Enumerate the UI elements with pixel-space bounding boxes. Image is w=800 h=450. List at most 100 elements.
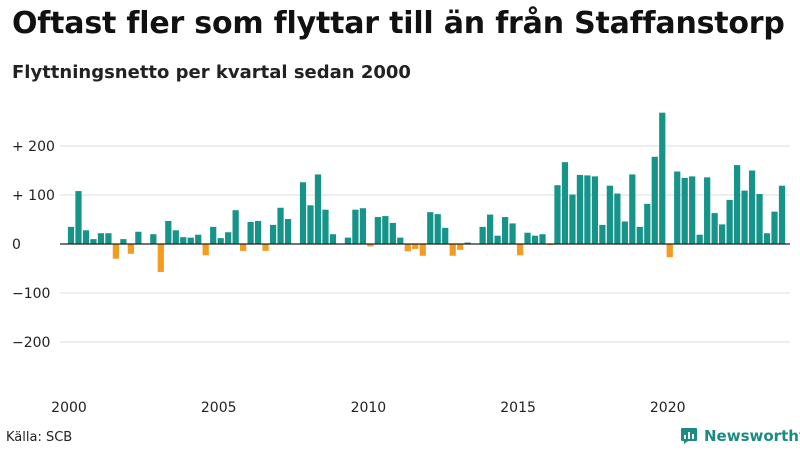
bar	[284, 219, 292, 244]
chart-subtitle: Flyttningsnetto per kvartal sedan 2000	[12, 62, 411, 83]
bar	[419, 244, 426, 256]
bar	[651, 156, 658, 244]
bar	[636, 226, 643, 244]
bar	[629, 174, 636, 244]
bar	[696, 234, 703, 244]
newsworthy-chart-icon	[681, 428, 697, 444]
bars	[60, 112, 790, 272]
bar	[516, 244, 524, 256]
bar	[262, 244, 269, 251]
bar	[240, 244, 247, 251]
bar	[501, 217, 509, 244]
bar	[711, 213, 718, 244]
bar	[442, 227, 449, 244]
bar	[487, 214, 494, 244]
bar	[187, 237, 194, 244]
bar	[726, 199, 733, 244]
bar	[165, 220, 172, 244]
y-tick-label: + 200	[12, 139, 55, 155]
bar	[127, 244, 134, 254]
bar	[494, 235, 501, 244]
bar	[509, 223, 516, 244]
bar	[180, 237, 187, 244]
bar	[606, 185, 613, 244]
bar	[105, 233, 112, 244]
bar	[763, 233, 771, 244]
gridlines	[60, 145, 790, 343]
bar	[614, 193, 621, 244]
bar	[539, 234, 546, 244]
bar	[479, 226, 486, 244]
bar	[232, 210, 239, 244]
newsworthy-logo[interactable]: Newsworthy	[680, 426, 800, 446]
bar	[599, 224, 606, 244]
bar	[778, 185, 786, 244]
bar	[75, 191, 82, 244]
y-tick-label: −200	[12, 335, 50, 351]
bar	[82, 230, 90, 244]
bar	[644, 203, 651, 244]
bar	[741, 190, 748, 244]
source-note: Källa: SCB	[6, 430, 73, 445]
bar	[277, 207, 284, 244]
bar	[404, 244, 411, 252]
bar	[427, 212, 434, 244]
bar	[584, 175, 591, 244]
x-tick-label: 2010	[351, 400, 387, 416]
bar	[748, 170, 756, 244]
bar	[554, 185, 561, 244]
bar	[367, 244, 374, 247]
bar	[157, 244, 164, 272]
bar	[195, 234, 202, 244]
bar	[666, 244, 673, 258]
bar	[621, 221, 628, 244]
bar	[771, 211, 778, 244]
bar	[269, 224, 277, 244]
bar	[322, 209, 329, 244]
bar	[135, 231, 142, 244]
bar	[591, 176, 599, 244]
bar	[307, 205, 314, 244]
bar	[344, 237, 352, 244]
bar	[412, 244, 419, 249]
x-tick-label: 2005	[201, 400, 237, 416]
x-axis-labels: 2000 2005 2010 2015 2020	[51, 400, 685, 416]
x-tick-label: 2000	[51, 400, 87, 416]
bar	[704, 177, 711, 244]
x-tick-label: 2020	[650, 400, 686, 416]
bar	[90, 239, 97, 244]
bar	[531, 235, 539, 244]
bar	[67, 226, 75, 244]
bar	[112, 244, 120, 259]
bar	[449, 244, 456, 256]
bar	[397, 237, 404, 244]
x-tick-label: 2015	[500, 400, 536, 416]
bar	[524, 232, 531, 244]
y-tick-label: 0	[12, 237, 21, 253]
bar	[756, 194, 763, 244]
bar	[352, 209, 359, 244]
brand-name: Newsworthy	[704, 427, 800, 445]
bar	[733, 165, 741, 244]
bar	[150, 234, 157, 244]
bar	[382, 216, 389, 244]
bar	[359, 208, 366, 244]
bar	[457, 244, 464, 250]
y-tick-label: + 100	[12, 188, 55, 204]
bar	[225, 232, 232, 244]
bar	[689, 176, 696, 244]
bar	[659, 112, 666, 245]
bar	[329, 234, 337, 244]
bar	[247, 221, 254, 244]
bar	[202, 244, 209, 256]
bar	[217, 238, 224, 244]
bar	[561, 162, 569, 244]
bar	[374, 217, 381, 244]
bar	[120, 239, 127, 244]
bar-chart: + 200 + 100 0 −100 −200 2000 2005 2010 2015 2020	[12, 112, 790, 416]
bar	[464, 242, 471, 244]
y-tick-label: −100	[12, 286, 50, 302]
bar	[97, 233, 105, 244]
bar	[299, 182, 307, 244]
bar	[434, 214, 441, 244]
